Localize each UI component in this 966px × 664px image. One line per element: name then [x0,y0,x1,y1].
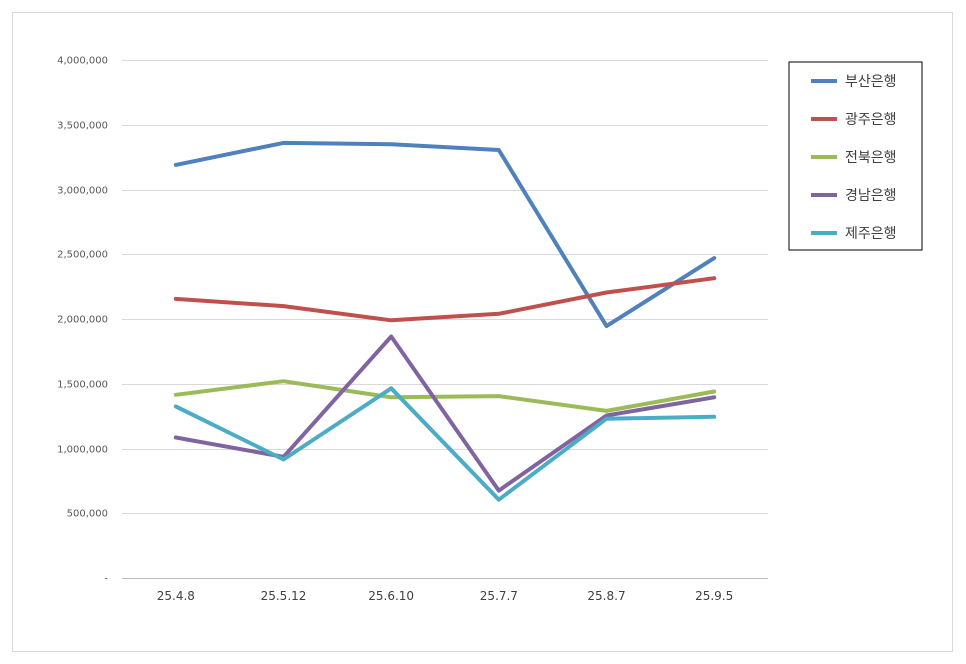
x-tick-label: 25.9.5 [695,589,733,603]
series-line-5 [173,386,717,502]
series-lines [173,140,717,502]
y-tick-label: 2,000,000 [57,315,108,326]
x-tick-label: 25.5.12 [261,589,307,603]
y-tick-label: 1,000,000 [57,445,108,456]
legend-label: 경남은행 [845,188,897,204]
grid-lines [122,60,768,579]
y-tick-label: - [104,574,108,585]
y-tick-label: 1,500,000 [57,380,108,391]
x-tick-label: 25.4.8 [157,589,195,603]
x-tick-label: 25.6.10 [368,589,414,603]
x-tick-label: 25.8.7 [587,589,625,603]
y-axis-ticks: - 500,000 1,000,000 1,500,000 2,000,000 2,500… [57,56,108,585]
x-axis-ticks: 25.4.8 25.5.12 25.6.10 25.7.7 25.8.7 25.9.5 [157,589,734,603]
legend-label: 부산은행 [845,74,897,90]
y-tick-label: 2,500,000 [57,250,108,261]
y-tick-label: 3,500,000 [57,121,108,132]
y-tick-label: 4,000,000 [57,56,108,67]
series-line-1 [173,140,717,329]
series-line-4 [173,334,717,493]
x-tick-label: 25.7.7 [480,589,518,603]
series-line-2 [173,276,717,323]
y-tick-label: 3,000,000 [57,186,108,197]
legend-label: 전북은행 [845,150,897,166]
y-tick-label: 500,000 [67,509,108,520]
legend-label: 제주은행 [845,226,897,242]
legend-label: 광주은행 [845,112,897,128]
series-line-3 [173,379,717,413]
